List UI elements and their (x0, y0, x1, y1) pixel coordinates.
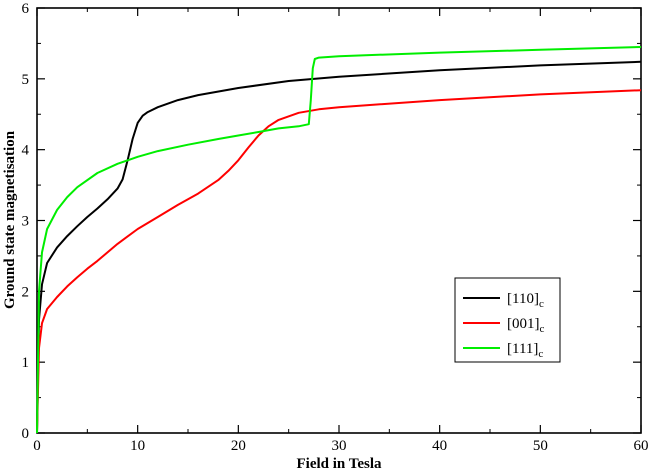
x-tick-label: 20 (231, 438, 246, 454)
x-tick-label: 40 (432, 438, 447, 454)
legend-entries: [110]c [001]c [111]c (463, 291, 545, 360)
x-axis-label: Field in Tesla (296, 456, 382, 470)
x-tick-label: 0 (33, 438, 41, 454)
x-tick-label: 50 (533, 438, 548, 454)
legend-label: [111]c (507, 341, 543, 360)
series-lines (36, 46, 642, 434)
y-tick-label: 5 (22, 72, 30, 88)
legend-label: [001]c (507, 316, 545, 335)
x-tick-label: 30 (332, 438, 347, 454)
x-tick-label: 60 (634, 438, 649, 454)
y-axis-label: Ground state magnetisation (2, 130, 18, 309)
y-tick-label: 2 (22, 284, 30, 300)
series-line (36, 89, 642, 434)
legend: [110]c [001]c [111]c (454, 277, 561, 363)
plot-area (36, 7, 642, 434)
y-tick-label: 3 (22, 214, 30, 230)
axis-ticks: 0 10 20 30 40 50 60 0 1 2 3 4 5 6 (22, 1, 649, 454)
legend-label: [110]c (507, 291, 544, 310)
y-tick-label: 0 (22, 426, 30, 442)
series-line (36, 60, 642, 434)
series-line (36, 46, 642, 434)
y-tick-label: 6 (22, 1, 30, 17)
x-tick-label: 10 (130, 438, 145, 454)
y-tick-label: 1 (22, 355, 30, 371)
y-tick-label: 4 (22, 143, 30, 159)
